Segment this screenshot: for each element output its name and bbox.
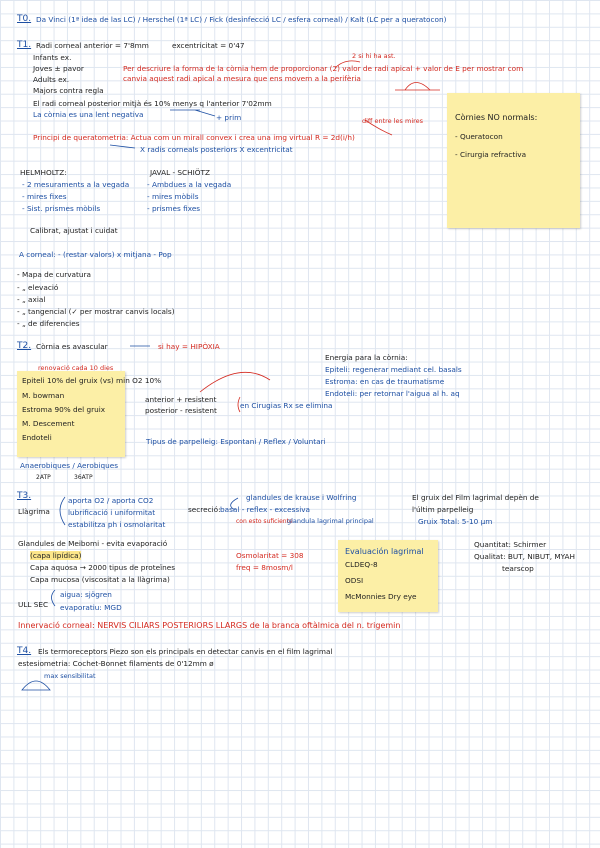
text-line: Glandules de Meibomi - evita evaporació: [18, 539, 168, 548]
text-line: A corneal: - (restar valors) x mitjana -…: [19, 250, 172, 259]
note-heading: Còrnies NO normals:: [455, 113, 538, 122]
text-line: anterior + resistent: [145, 395, 217, 404]
note-item: M. Descement: [22, 419, 75, 428]
text-line: El gruix del Film lagrimal depèn de: [412, 493, 539, 502]
section-heading: T2.: [17, 341, 32, 351]
text-line: Energia para la còrnia:: [325, 353, 408, 362]
note-item: Estroma 90% del gruix: [22, 405, 106, 414]
text-line: Infants ex.: [33, 53, 72, 62]
list-item: evaporatiu: MGD: [60, 603, 122, 612]
annotation: 2 si hi ha ast.: [352, 52, 396, 60]
text-line: l'últim parpelleig: [412, 505, 474, 514]
note-item: - Cirurgia refractiva: [455, 150, 527, 159]
text-line: si hay = HIPÒXIA: [158, 342, 220, 351]
annotation: renovació cada 10 dies: [38, 364, 114, 372]
list-item: - „ tangencial (✓ per mostrar canvis loc…: [17, 307, 175, 316]
note-item: M. bowman: [22, 391, 65, 400]
text-line: glandula lagrimal principal: [287, 517, 374, 525]
text-line: 36ATP: [74, 474, 93, 481]
text-line: Quantitat: Schirmer: [474, 540, 547, 549]
note-item: McMonnies Dry eye: [345, 592, 417, 601]
text-line: Llàgrima: [18, 507, 50, 516]
list-item: - 2 mesuraments a la vegada: [22, 180, 130, 189]
text-line: Da Vinci (1ª idea de las LC) / Herschel …: [36, 15, 447, 24]
list-item: - prismes fixes: [147, 204, 201, 213]
text-line: Gruix Total: 5-10 μm: [418, 517, 493, 526]
list-item: - mires mòbils: [147, 192, 199, 201]
text-line: La còrnia es una lent negativa: [33, 110, 144, 119]
text-line: Tipus de parpelleig: Espontani / Reflex …: [146, 437, 326, 446]
text-line: Joves ± pavor: [33, 64, 84, 73]
text-line: ULL SEC: [18, 600, 49, 609]
text-line: glandules de krause i Wolfring: [246, 493, 357, 502]
list-item: aporta O2 / aporta CO2: [68, 496, 154, 505]
text-line: en Cirugias Rx se elimina: [240, 401, 333, 410]
list-item: lubrificació i uniformitat: [68, 508, 156, 517]
annotation: con esto suficiente: [236, 518, 293, 525]
text-line: Estroma: en cas de traumatisme: [325, 377, 445, 386]
list-item: - Sist. prismes mòbils: [22, 204, 101, 213]
text-line: Calibrat, ajustat i cuidat: [30, 226, 118, 235]
text-line: Per descriure la forma de la còrnia hem …: [123, 64, 524, 73]
text-line: secreció:: [188, 505, 221, 514]
note-item: Epiteli 10% del gruix (vs) min O2 10%: [22, 376, 162, 385]
list-item: - mires fixes: [22, 192, 67, 201]
text-line: freq = 8mosm/l: [236, 563, 293, 572]
list-item: aigua: sjögren: [60, 590, 112, 599]
section-heading: T3.: [17, 491, 32, 501]
text-line: El radi corneal posterior mitjà és 10% m…: [33, 99, 272, 108]
text-line: Anaerobiques / Aerobiques: [20, 461, 119, 470]
list-item: - Mapa de curvatura: [17, 270, 91, 279]
text-line: Endoteli: per retornar l'aigua al h. aq: [325, 389, 460, 398]
text-line: Els termoreceptors Piezo son els princip…: [38, 647, 333, 656]
text-line: 2ATP: [36, 474, 51, 481]
note-item: - Queratocon: [455, 132, 503, 141]
section-heading: T1.: [17, 40, 32, 50]
list-item: - „ elevació: [17, 283, 59, 292]
sticky-note: [17, 371, 125, 457]
list-item: - Ambdues a la vegada: [147, 180, 232, 189]
section-heading: T4.: [17, 646, 32, 656]
list-item: estabilitza ph i osmolaritat: [68, 520, 166, 529]
text-line: Adults ex.: [33, 75, 70, 84]
text-line: tearscop: [502, 564, 534, 573]
text-line: Osmolaritat = 308: [236, 551, 304, 560]
note-heading: Evaluación lagrimal: [345, 547, 424, 556]
sticky-note: [338, 540, 438, 612]
text-line: Capa aquosa → 2000 tipus de proteïnes: [30, 563, 176, 572]
sticky-note: [447, 93, 580, 228]
text-line: Capa mucosa (viscositat a la llàgrima): [30, 575, 170, 584]
annotation: + prim: [216, 113, 242, 122]
text-line: X radis corneals posteriors X excentrici…: [140, 145, 293, 154]
note-item: Endoteli: [22, 433, 52, 442]
text-line: Qualitat: BUT, NIBUT, MYAH: [474, 552, 576, 561]
text-line: excentricitat = 0'47: [172, 41, 245, 50]
text-line: posterior - resistent: [145, 406, 217, 415]
annotation: max sensibilitat: [44, 672, 96, 680]
column-heading: HELMHOLTZ:: [20, 168, 67, 177]
text-line: (capa lipídica): [30, 551, 82, 560]
text-line: basal - reflex - excessiva: [220, 505, 311, 514]
note-item: ODSI: [345, 576, 364, 585]
text-line: Epiteli: regenerar mediant cel. basals: [325, 365, 462, 374]
section-heading: T0.: [17, 14, 32, 24]
column-heading: JAVAL - SCHIÖTZ: [150, 168, 210, 177]
text-line: canvia aquest radi apical a mesura que e…: [123, 74, 361, 83]
note-item: CLDEQ-8: [345, 560, 378, 569]
text-line: Radi corneal anterior = 7'8mm: [36, 41, 149, 50]
annotation: diff entre les mires: [362, 117, 424, 125]
list-item: - „ de diferencies: [17, 319, 80, 328]
text-line: Còrnia es avascular: [36, 342, 108, 351]
text-line: Majors contra regla: [33, 86, 104, 95]
text-line: estesiometria: Cochet-Bonnet filaments d…: [18, 659, 214, 668]
text-line: Innervació corneal: NERVIS CILIARS POSTE…: [18, 621, 401, 630]
text-line: Principi de queratometria: Actua com un …: [33, 133, 355, 142]
list-item: - „ axial: [17, 295, 46, 304]
